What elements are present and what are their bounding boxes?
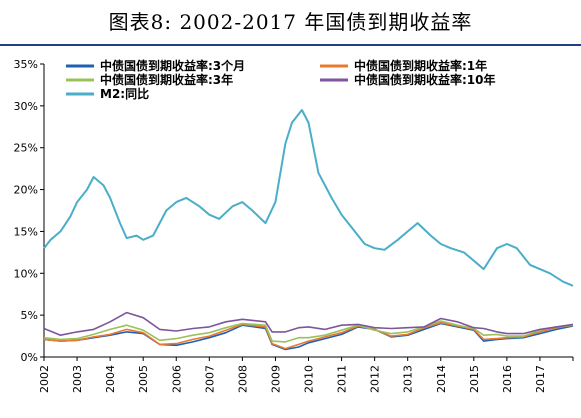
y-tick-label: 15%	[14, 225, 38, 238]
x-tick-label: 2017	[534, 365, 547, 393]
x-tick-label: 2015	[468, 365, 481, 393]
y-tick-label: 5%	[21, 309, 38, 322]
series-line	[43, 320, 574, 343]
y-tick-label: 25%	[14, 142, 38, 155]
legend-label: 中债国债到期收益率:3年	[100, 72, 233, 87]
y-tick-label: 20%	[14, 184, 38, 197]
chart-title: 图表8: 2002-2017 年国债到期收益率	[108, 10, 473, 34]
x-tick-label: 2016	[501, 365, 514, 393]
x-tick-label: 2012	[369, 365, 382, 393]
x-tick-label: 2014	[435, 365, 448, 393]
y-tick-label: 0%	[21, 351, 38, 364]
series-line	[43, 322, 574, 351]
x-tick-label: 2008	[236, 365, 249, 393]
x-tick-label: 2010	[303, 365, 316, 393]
x-tick-label: 2004	[104, 365, 117, 393]
legend-label: 中债国债到期收益率:3个月	[100, 58, 245, 73]
series-layer	[43, 109, 574, 351]
y-tick-label: 10%	[14, 267, 38, 280]
series-line	[43, 109, 574, 287]
legend-label: 中债国债到期收益率:1年	[354, 58, 487, 73]
legend-label: M2:同比	[100, 86, 149, 101]
x-tick-label: 2013	[402, 365, 415, 393]
y-tick-label: 35%	[14, 58, 38, 71]
x-tick-label: 2006	[170, 365, 183, 393]
title-divider	[0, 44, 581, 46]
series-line	[43, 321, 574, 350]
x-tick-label: 2007	[203, 365, 216, 393]
chart-axes: 0% 5% 10% 15% 20% 25% 30% 35% 2002 2003 2004 2005 20…	[14, 58, 574, 393]
x-tick-label: 2011	[336, 365, 349, 393]
x-tick-label: 2009	[269, 365, 282, 393]
x-tick-label: 2002	[38, 365, 51, 393]
y-tick-label: 30%	[14, 100, 38, 113]
x-tick-label: 2005	[137, 365, 150, 393]
x-tick-label: 2003	[71, 365, 84, 393]
legend-label: 中债国债到期收益率:10年	[354, 72, 496, 87]
series-line	[43, 311, 574, 337]
